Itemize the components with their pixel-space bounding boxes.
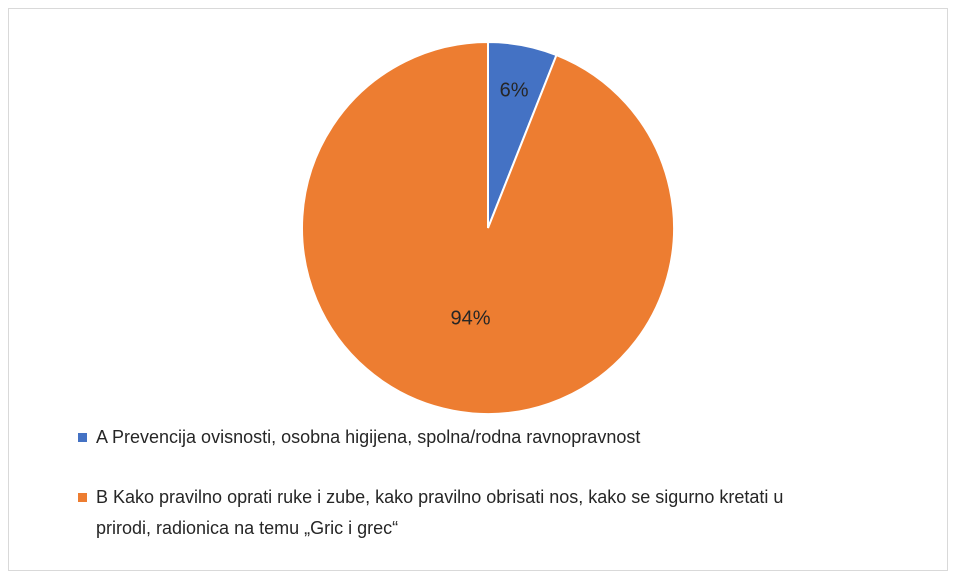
- legend-label: A Prevencija ovisnosti, osobna higijena,…: [96, 427, 641, 447]
- legend-label: B Kako pravilno oprati ruke i zube, kako…: [96, 487, 784, 538]
- data-label: 6%: [500, 79, 529, 101]
- legend: A Prevencija ovisnosti, osobna higijena,…: [78, 422, 798, 573]
- pie-slice: [301, 40, 675, 415]
- legend-swatch: [78, 433, 87, 442]
- data-label: 94%: [451, 308, 491, 330]
- legend-item: A Prevencija ovisnosti, osobna higijena,…: [78, 422, 798, 453]
- chart-frame: [8, 8, 948, 571]
- legend-item: B Kako pravilno oprati ruke i zube, kako…: [78, 482, 798, 544]
- legend-swatch: [78, 493, 87, 502]
